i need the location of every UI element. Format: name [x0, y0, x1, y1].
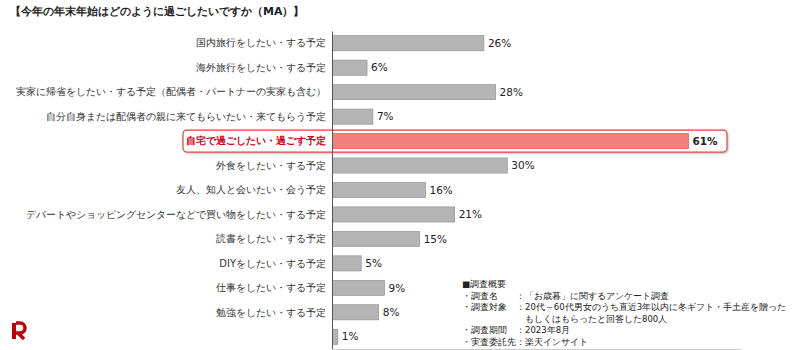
- tick: DIYをしたい・する予定: [219, 258, 326, 269]
- title: 【今年の年末年始はどのように過ごしたいですか（MA）】: [10, 5, 304, 18]
- note: ■調査概要: [462, 279, 506, 289]
- data-label: 8%: [383, 306, 400, 318]
- bar: [332, 231, 420, 246]
- tick: 海外旅行をしたい・する予定: [196, 62, 326, 73]
- tick-label: 読書をしたい・する予定: [216, 233, 326, 244]
- x-axis: [333, 349, 742, 350]
- tick-label: 海外旅行をしたい・する予定: [196, 62, 326, 73]
- highlight-frame: [183, 130, 727, 152]
- note: ・調査対象 ：20代～60代男女のうち直近3年以内に冬ギフト・手土産を贈った: [462, 302, 786, 312]
- tick: 読書をしたい・する予定: [216, 233, 326, 244]
- data-labels: 26% 6% 28% 7% 61% 30% 16% 21% 15% 5% 9% 8% 1%: [342, 37, 718, 343]
- tick: 友人、知人と会いたい・会う予定: [176, 184, 326, 195]
- bar: [332, 85, 496, 100]
- bar: [332, 182, 425, 197]
- tick-label: 国内旅行をしたい・する予定: [196, 37, 326, 48]
- logo: [16, 323, 25, 339]
- logo: [12, 323, 16, 339]
- bar: [332, 256, 361, 271]
- bar: [332, 280, 385, 295]
- bar: [332, 158, 507, 173]
- tick-label: 自宅で過ごしたい・過ごす予定: [186, 135, 326, 147]
- chart: 【今年の年末年始はどのように過ごしたいですか（MA）】国内旅行をしたい・する予定…: [0, 0, 800, 350]
- bar: [332, 305, 379, 320]
- tick: 実家に帰省をしたい・する予定（配偶者・パートナーの実家も含む）: [16, 86, 326, 97]
- tick: デパートやショッピングセンターなどで買い物をしたい・する予定: [26, 209, 326, 220]
- tick-label: 仕事をしたい・する予定: [216, 282, 326, 293]
- data-label: 16%: [429, 184, 452, 196]
- tick: 自分自身または配偶者の親に来てもらいたい・来てもらう予定: [46, 111, 326, 122]
- tick: 自宅で過ごしたい・過ごす予定: [186, 135, 326, 147]
- note: ・調査名 ：「お歳暮」に関するアンケート調査: [462, 291, 669, 301]
- tick: 勉強をしたい・する予定: [216, 307, 326, 318]
- tick-label: 実家に帰省をしたい・する予定（配偶者・パートナーの実家も含む）: [16, 86, 326, 97]
- tick-label: 自分自身または配偶者の親に来てもらいたい・来てもらう予定: [46, 111, 326, 122]
- tick: 仕事をしたい・する予定: [216, 282, 326, 293]
- y-axis-line: [332, 32, 333, 350]
- tick-label: 勉強をしたい・する予定: [216, 307, 326, 318]
- tick: 外食をしたい・する予定: [216, 160, 326, 171]
- data-label: 26%: [488, 37, 511, 49]
- x-axis-line: [333, 349, 742, 350]
- data-label: 28%: [500, 86, 523, 98]
- bar: [332, 60, 367, 75]
- note: もしくはもらったと回答した800人: [462, 314, 667, 324]
- bar: [332, 109, 373, 124]
- data-label: 7%: [377, 110, 394, 122]
- bars: [332, 36, 688, 345]
- data-label: 30%: [511, 159, 534, 171]
- data-label: 61%: [692, 135, 718, 147]
- data-label: 6%: [371, 61, 388, 73]
- bar: [332, 207, 455, 222]
- tick-label: 友人、知人と会いたい・会う予定: [176, 184, 326, 195]
- y-axis: 国内旅行をしたい・する予定海外旅行をしたい・する予定実家に帰省をしたい・する予定…: [16, 32, 333, 350]
- tick-label: 外食をしたい・する予定: [216, 160, 326, 171]
- data-label: 21%: [459, 208, 482, 220]
- tick: 国内旅行をしたい・する予定: [196, 37, 326, 48]
- data-label: 15%: [424, 233, 447, 245]
- data-label: 5%: [365, 257, 382, 269]
- note: ・実査委託先：楽天インサイト: [462, 337, 588, 347]
- notes: ■調査概要・調査名 ：「お歳暮」に関するアンケート調査・調査対象 ：20代～60…: [462, 279, 786, 347]
- data-label: 1%: [342, 330, 359, 342]
- data-label: 9%: [389, 282, 406, 294]
- tick-label: デパートやショッピングセンターなどで買い物をしたい・する予定: [26, 209, 326, 220]
- tick-label: DIYをしたい・する予定: [219, 258, 326, 269]
- bar: [332, 133, 688, 148]
- note: ・調査期間 ：2023年8月: [462, 325, 570, 335]
- bar: [332, 36, 484, 51]
